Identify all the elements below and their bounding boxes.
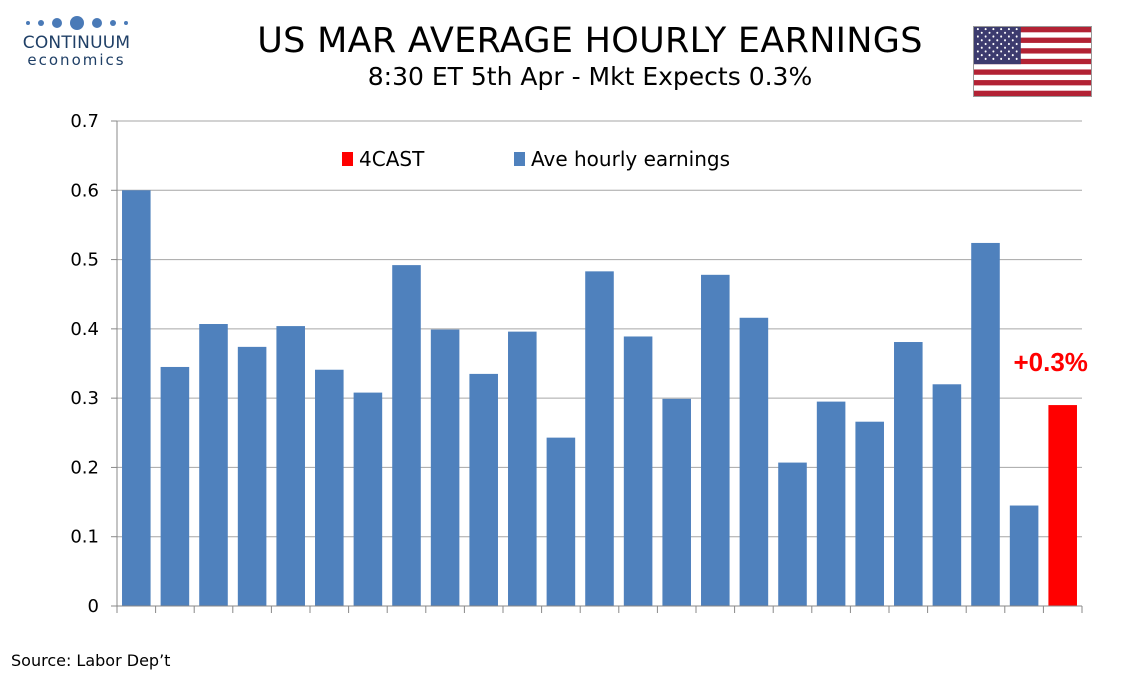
earnings-bar xyxy=(894,342,923,606)
source-note: Source: Labor Dep’t xyxy=(11,651,171,670)
logo-dots-icon xyxy=(14,14,139,32)
earnings-bar xyxy=(546,437,576,606)
earnings-bar xyxy=(1009,505,1039,606)
earnings-bar xyxy=(315,369,344,606)
earnings-bar xyxy=(199,324,228,606)
earnings-bar xyxy=(160,366,190,606)
earnings-bar xyxy=(855,421,884,606)
earnings-bar xyxy=(623,336,653,606)
earnings-bar xyxy=(739,317,769,606)
earnings-bar xyxy=(237,346,267,606)
brand-name: CONTINUUM xyxy=(22,33,131,53)
earnings-bar xyxy=(778,462,807,606)
legend-label: Ave hourly earnings xyxy=(531,147,730,171)
legend-label: 4CAST xyxy=(359,147,425,171)
chart-title: US MAR AVERAGE HOURLY EARNINGS xyxy=(257,21,923,61)
earnings-bar xyxy=(971,242,1000,606)
earnings-bar xyxy=(585,271,614,606)
y-tick-label: 0.3 xyxy=(70,388,99,409)
earnings-bar xyxy=(932,384,962,606)
y-tick-label: 0.2 xyxy=(70,457,99,478)
brand-logo: CONTINUUM economics xyxy=(14,14,139,69)
y-tick-label: 0.7 xyxy=(70,111,99,132)
earnings-bar xyxy=(122,190,151,607)
y-tick-label: 0.1 xyxy=(70,527,99,548)
forecast-bar xyxy=(1048,405,1077,606)
earnings-bar xyxy=(392,265,421,606)
earnings-bar xyxy=(508,331,537,606)
brand-subname: economics xyxy=(27,51,126,69)
earnings-bar xyxy=(276,326,305,606)
legend-swatch xyxy=(514,152,525,166)
y-tick-label: 0 xyxy=(88,596,99,617)
earnings-bar xyxy=(469,373,498,606)
forecast-annotation: +0.3% xyxy=(1013,347,1087,377)
chart-subtitle: 8:30 ET 5th Apr - Mkt Expects 0.3% xyxy=(367,62,813,91)
earnings-bar xyxy=(353,392,383,606)
legend-swatch xyxy=(342,152,353,166)
y-tick-label: 0.6 xyxy=(70,180,99,201)
earnings-bar xyxy=(701,274,730,606)
earnings-bar xyxy=(430,329,460,606)
y-tick-label: 0.4 xyxy=(70,319,99,340)
y-tick-label: 0.5 xyxy=(70,250,99,271)
earnings-bar xyxy=(816,401,846,606)
us-flag-icon xyxy=(973,26,1092,97)
earnings-bar xyxy=(662,398,691,606)
